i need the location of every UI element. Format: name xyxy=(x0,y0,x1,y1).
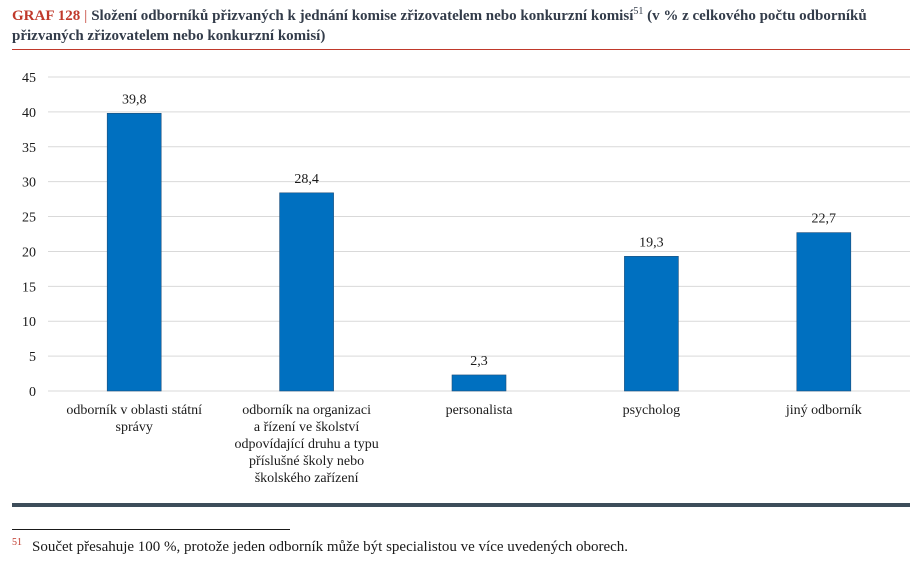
data-label: 22,7 xyxy=(812,212,837,227)
category-label: odborník v oblasti státní xyxy=(66,403,202,418)
bar xyxy=(451,374,507,392)
bar xyxy=(624,256,679,392)
chart-title-suffix: (v % z celkového počtu odborníků přizvan… xyxy=(12,8,867,44)
data-label: 19,3 xyxy=(639,235,664,250)
category-label: a řízení ve školství xyxy=(254,420,359,435)
title-divider xyxy=(12,49,910,50)
category-label: příslušné školy nebo xyxy=(249,454,364,469)
category-label: odpovídající druhu a typu xyxy=(234,437,378,452)
footnote-text: Součet přesahuje 100 %, protože jeden od… xyxy=(32,539,629,555)
chart-title: Složení odborníků přizvaných k jednání k… xyxy=(12,6,867,45)
category-label: psycholog xyxy=(623,403,681,418)
data-label: 2,3 xyxy=(470,354,488,369)
category-label: správy xyxy=(116,420,153,435)
y-tick-label: 15 xyxy=(22,280,36,295)
y-tick-label: 0 xyxy=(29,385,36,400)
footnote: 51 Součet přesahuje 100 %, protože jeden … xyxy=(12,538,628,556)
category-label: odborník na organizaci xyxy=(242,403,371,418)
chart-header: GRAF 128 | Složení odborníků přizvaných k … xyxy=(12,6,902,46)
bar xyxy=(796,232,852,392)
bar-chart: 0 5 10 15 20 25 30 35 40 45 39,8 odborník v oblasti… xyxy=(22,71,910,486)
footnote-ref: 51 xyxy=(633,6,644,17)
chart-bottom-divider xyxy=(12,503,910,507)
bar xyxy=(106,112,162,392)
y-tick-label: 40 xyxy=(22,106,36,121)
y-tick-label: 30 xyxy=(22,176,36,191)
y-tick-label: 25 xyxy=(22,211,36,226)
y-tick-label: 45 xyxy=(22,71,36,86)
title-separator: | xyxy=(84,8,88,24)
data-label: 28,4 xyxy=(294,172,319,187)
footnote-divider xyxy=(12,529,290,530)
category-label: jiný odborník xyxy=(785,403,862,418)
category-label: školského zařízení xyxy=(255,471,359,486)
category-label: personalista xyxy=(446,403,514,418)
bar xyxy=(279,192,334,392)
data-label: 39,8 xyxy=(122,92,147,107)
graf-number: GRAF 128 xyxy=(12,8,81,24)
y-tick-label: 20 xyxy=(22,245,36,260)
chart-title-main: Složení odborníků přizvaných k jednání k… xyxy=(91,8,634,24)
y-tick-label: 5 xyxy=(29,350,36,365)
footnote-mark: 51 xyxy=(12,537,22,548)
y-tick-label: 35 xyxy=(22,141,36,156)
y-tick-label: 10 xyxy=(22,315,36,330)
